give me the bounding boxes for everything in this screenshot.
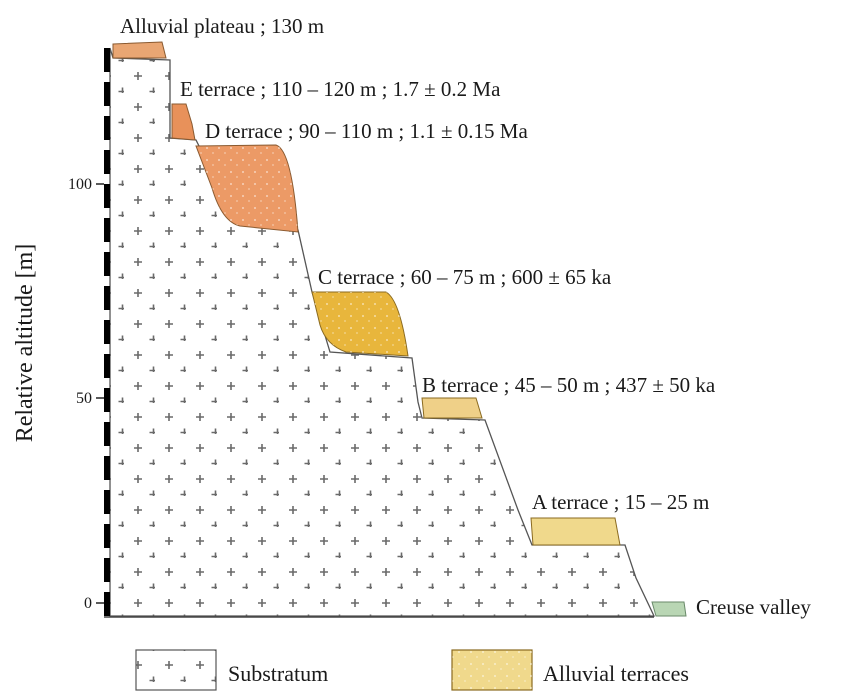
c-terrace-label: C terrace ; 60 – 75 m ; 600 ± 65 ka xyxy=(318,265,612,289)
d-terrace-texture xyxy=(196,145,298,232)
legend: Substratum Alluvial terraces xyxy=(135,649,689,691)
legend-alluvial-label: Alluvial terraces xyxy=(543,661,689,686)
legend-substratum-label: Substratum xyxy=(228,661,328,686)
legend-alluvial-texture xyxy=(452,650,532,690)
y-tick-label: 100 xyxy=(68,176,92,193)
y-tick-label: 50 xyxy=(76,390,92,407)
e-terrace-deposit xyxy=(171,103,196,141)
e-terrace-label: E terrace ; 110 – 120 m ; 1.7 ± 0.2 Ma xyxy=(180,77,501,101)
alluvial-plateau-label: Alluvial plateau ; 130 m xyxy=(120,14,324,38)
a-terrace-deposit xyxy=(530,517,621,546)
c-terrace-texture xyxy=(312,292,408,356)
creuse-valley-deposit xyxy=(651,601,687,617)
b-terrace-deposit xyxy=(421,397,483,419)
a-terrace-label: A terrace ; 15 – 25 m xyxy=(532,490,709,514)
y-tick-label: 0 xyxy=(84,595,92,612)
creuse-valley-label: Creuse valley xyxy=(696,595,811,619)
alluvial-plateau-deposit xyxy=(112,41,167,59)
y-axis-title: Relative altitude [m] xyxy=(12,244,38,443)
legend-substratum-swatch xyxy=(135,649,217,691)
d-terrace-label: D terrace ; 90 – 110 m ; 1.1 ± 0.15 Ma xyxy=(205,119,528,143)
b-terrace-label: B terrace ; 45 – 50 m ; 437 ± 50 ka xyxy=(422,373,716,397)
